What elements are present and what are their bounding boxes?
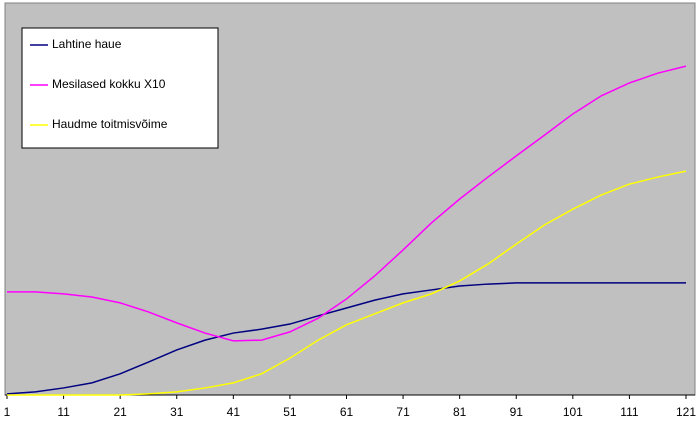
- x-tick-label: 81: [453, 405, 467, 419]
- x-tick-label: 1: [4, 405, 11, 419]
- series-line: [7, 65, 687, 342]
- x-tick-label: 31: [170, 405, 184, 419]
- series-line: [6, 282, 686, 395]
- legend-label: Mesilased kokku X10: [52, 77, 166, 91]
- x-tick-label: 41: [227, 405, 241, 419]
- series-line: [7, 170, 687, 396]
- x-tick-label: 71: [396, 405, 410, 419]
- x-tick-label: 21: [113, 405, 127, 419]
- legend-label: Lahtine haue: [52, 37, 122, 51]
- x-tick-label: 121: [676, 405, 696, 419]
- legend-label: Haudme toitmisvõime: [52, 117, 168, 131]
- x-tick-label: 61: [340, 405, 354, 419]
- x-tick-label: 101: [563, 405, 583, 419]
- x-tick-label: 91: [510, 405, 524, 419]
- x-tick-label: 11: [57, 405, 70, 419]
- x-tick-label: 111: [620, 405, 639, 419]
- x-tick-label: 51: [283, 405, 297, 419]
- legend-box: [21, 27, 219, 149]
